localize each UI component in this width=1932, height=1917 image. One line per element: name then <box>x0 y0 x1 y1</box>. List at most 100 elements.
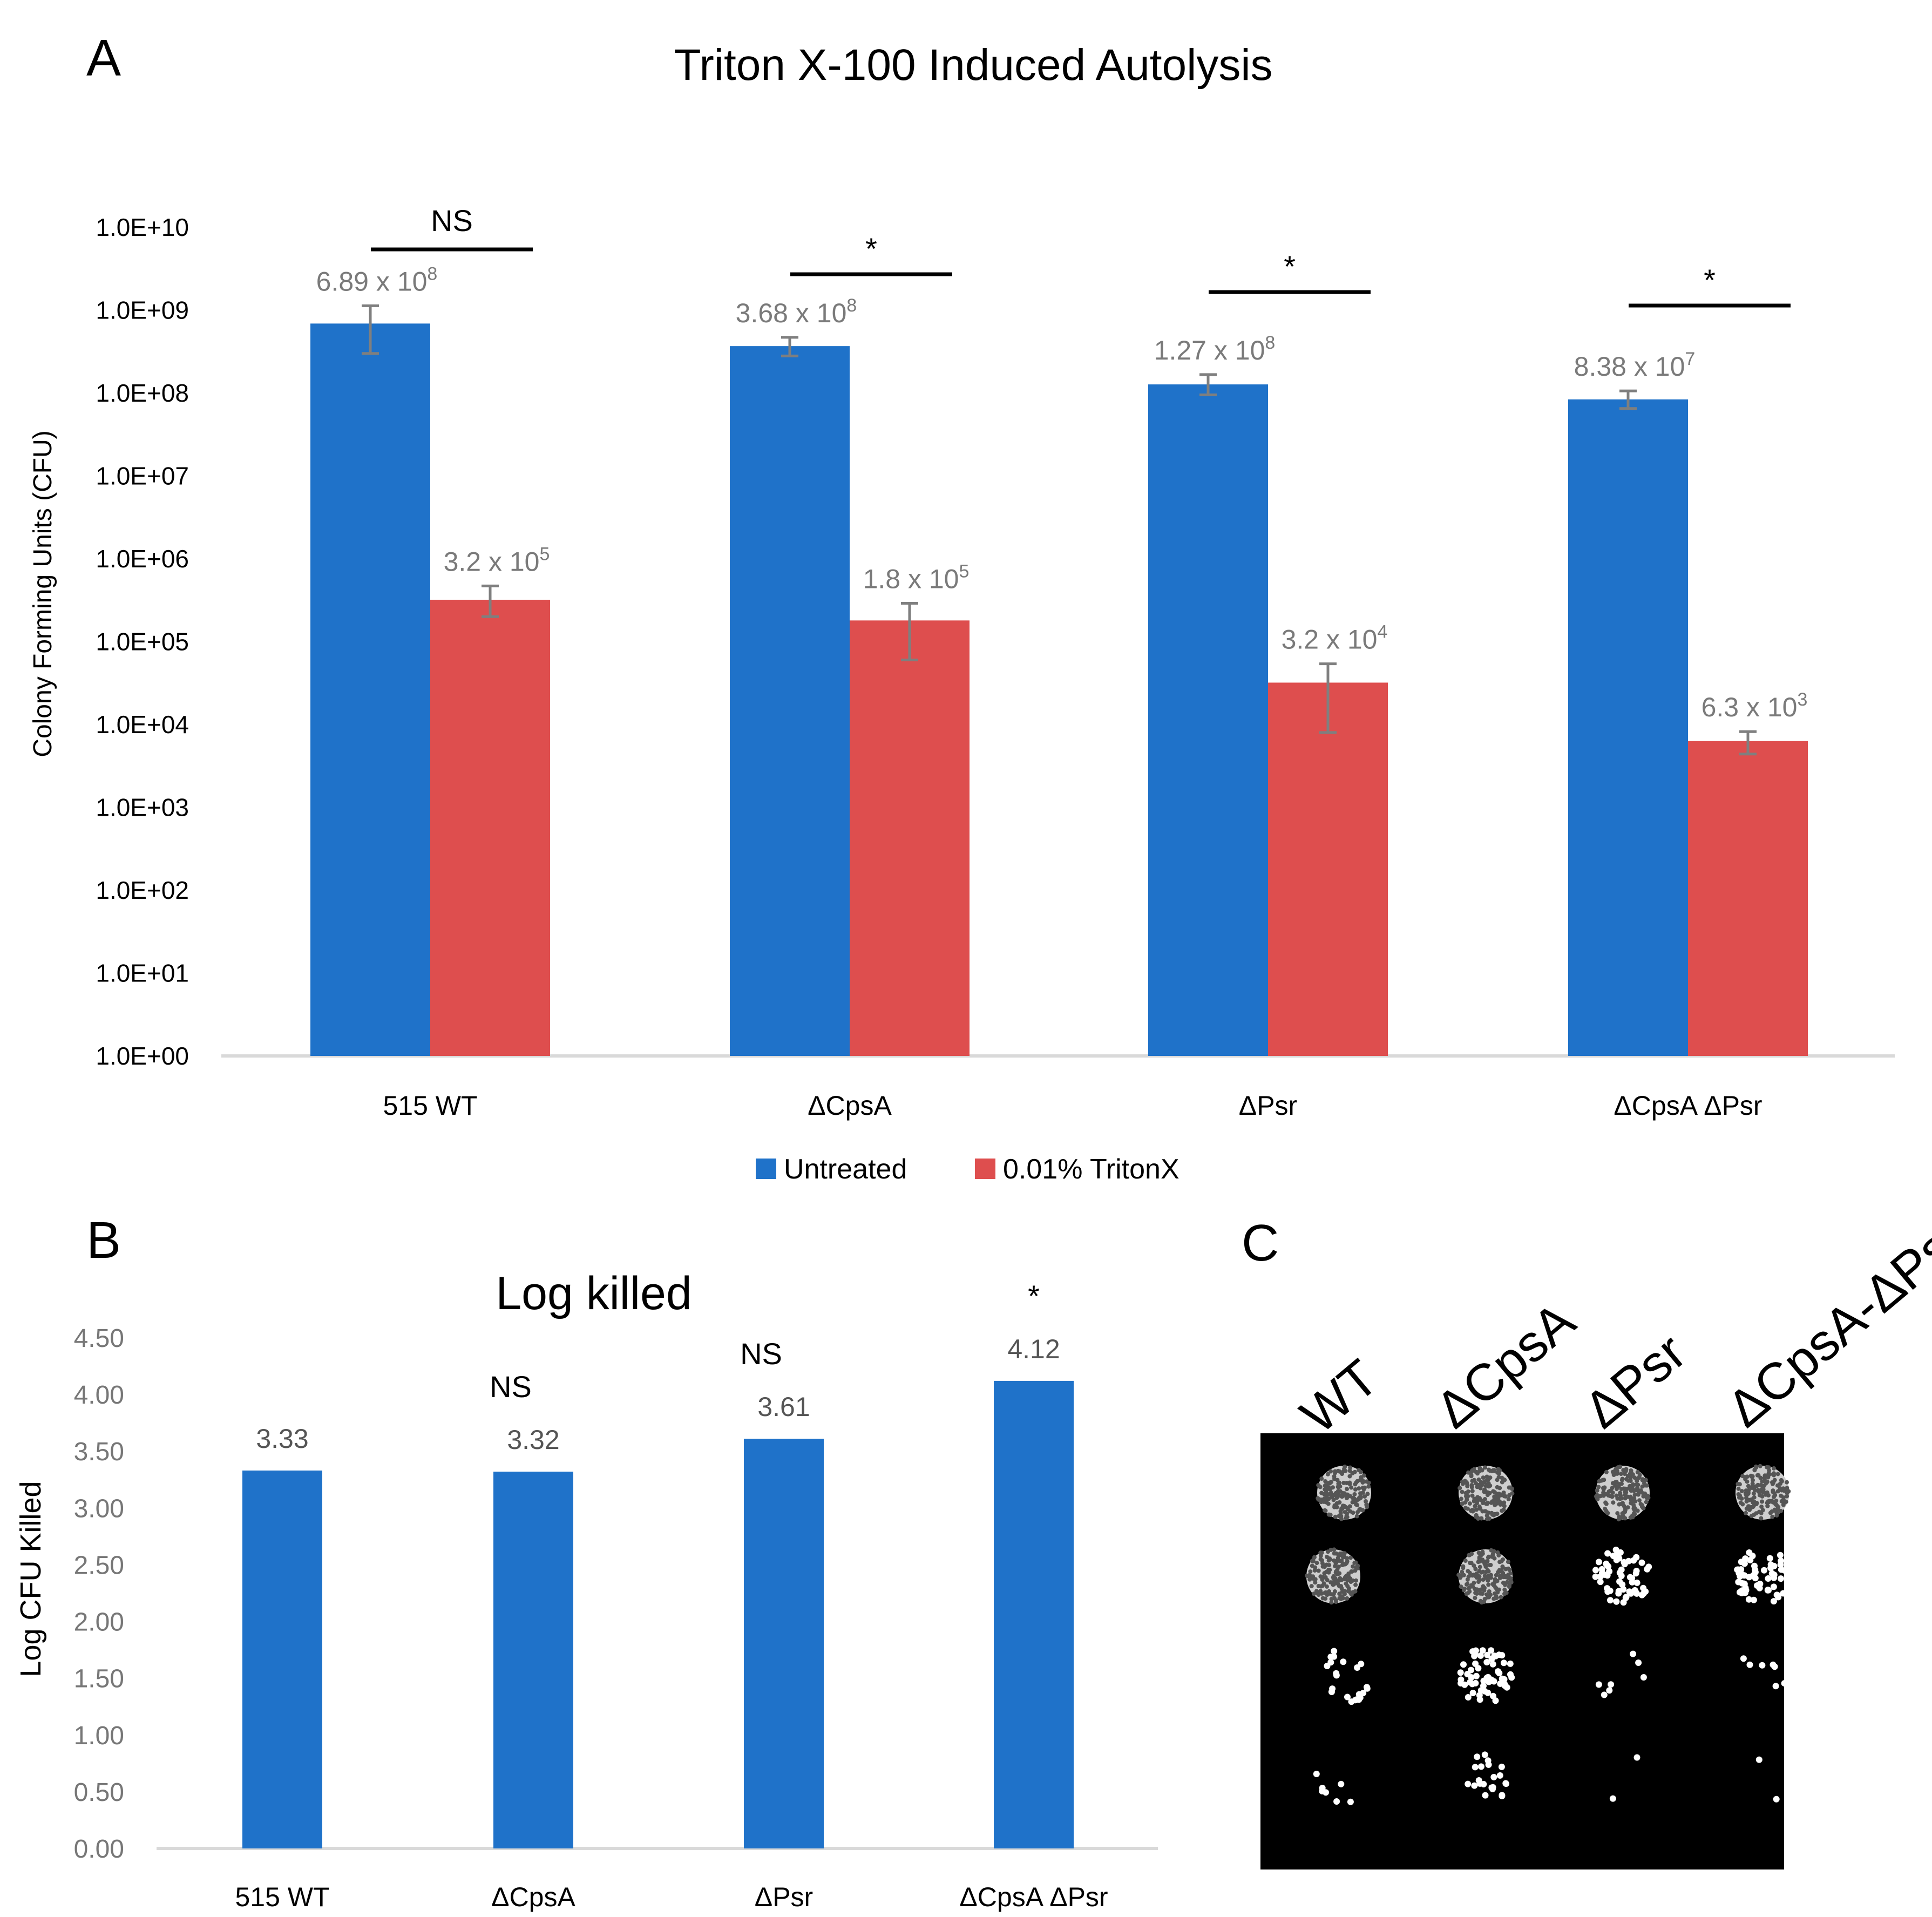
colony <box>1497 1560 1502 1564</box>
colony <box>1506 1560 1510 1564</box>
colony <box>1775 1483 1780 1488</box>
colony <box>1762 1475 1767 1480</box>
colony <box>1508 1576 1513 1581</box>
colony <box>1786 1489 1791 1494</box>
colony <box>1480 1549 1485 1554</box>
colony <box>1759 1516 1764 1521</box>
colony <box>1624 1476 1629 1481</box>
colony <box>1619 1481 1624 1486</box>
colony <box>1755 1488 1760 1493</box>
colony <box>1480 1468 1484 1473</box>
bar-delta-cpsa-delta-psr <box>994 1380 1074 1848</box>
colony <box>1353 1582 1358 1587</box>
colony <box>1628 1590 1635 1597</box>
colony <box>1618 1573 1625 1580</box>
colony <box>1781 1487 1786 1492</box>
colony <box>1326 1512 1331 1517</box>
colony <box>1487 1589 1492 1594</box>
colony <box>1350 1500 1355 1505</box>
panel-c: C WT ΔCpsA ΔPsr ΔCpsA-ΔPsr <box>1242 1207 1932 1869</box>
colony <box>1613 1556 1620 1563</box>
colony <box>1757 1509 1761 1514</box>
colony <box>1751 1505 1755 1509</box>
colony <box>1772 1683 1779 1690</box>
colony <box>1497 1568 1502 1573</box>
colony <box>1464 1591 1469 1596</box>
colony <box>1309 1584 1314 1589</box>
colony <box>1492 1596 1496 1601</box>
colony <box>1474 1507 1479 1512</box>
bar-delta-cpsa <box>493 1472 573 1848</box>
colony <box>1752 1569 1759 1576</box>
colony <box>1645 1563 1652 1570</box>
chart-b-ylabel: Log CFU Killed <box>15 1481 47 1677</box>
y-tick-label: 2.50 <box>74 1551 124 1580</box>
colony <box>1771 1489 1775 1494</box>
colony <box>1333 1514 1338 1519</box>
chart-b-bars <box>242 1380 1074 1848</box>
colony <box>1362 1485 1367 1490</box>
colony <box>1320 1561 1325 1566</box>
colony <box>1497 1486 1502 1491</box>
colony <box>1307 1577 1312 1582</box>
colony <box>1458 1486 1462 1491</box>
colony <box>1490 1773 1497 1780</box>
colony <box>1314 1561 1319 1566</box>
y-tick-label: 3.00 <box>74 1494 124 1523</box>
colony <box>1334 1569 1338 1574</box>
significance-marker: NS <box>740 1337 782 1371</box>
data-label: 4.12 <box>1007 1334 1060 1364</box>
colony <box>1742 1555 1749 1562</box>
colony <box>1337 1480 1341 1485</box>
colony <box>1350 1471 1355 1475</box>
colony <box>1611 1500 1616 1505</box>
colony <box>1362 1494 1367 1499</box>
colony <box>1477 1763 1484 1770</box>
colony <box>1343 1510 1347 1515</box>
colony <box>1343 1464 1347 1469</box>
chart-a-categories: 515 WT ΔCpsA ΔPsr ΔCpsA ΔPsr <box>383 1090 1762 1121</box>
colony <box>1604 1470 1609 1474</box>
colony <box>1492 1549 1496 1554</box>
colony <box>1618 1566 1625 1573</box>
colony <box>1502 1780 1509 1787</box>
colony <box>1469 1473 1474 1478</box>
colony <box>1320 1577 1325 1582</box>
panel-c-letter: C <box>1242 1214 1279 1272</box>
colony <box>1325 1593 1330 1597</box>
chart-a-data-labels: 6.89 x 108 3.2 x 105 3.68 x 108 1.8 x 105 1.… <box>316 263 1808 722</box>
colony <box>1327 1567 1332 1572</box>
colony <box>1357 1468 1361 1473</box>
colony <box>1495 1590 1500 1595</box>
colony <box>1499 1493 1503 1498</box>
colony <box>1465 1581 1470 1586</box>
colony <box>1476 1580 1481 1584</box>
data-label: 3.2 x 105 <box>444 544 550 577</box>
colony <box>1744 1510 1748 1515</box>
colony <box>1474 1591 1479 1596</box>
colony <box>1326 1496 1331 1501</box>
colony <box>1323 1479 1328 1484</box>
colony <box>1365 1492 1370 1496</box>
colony <box>1360 1491 1365 1495</box>
colony <box>1468 1561 1472 1566</box>
plate-spots <box>1305 1464 1791 1805</box>
colony <box>1746 1492 1751 1496</box>
colony <box>1633 1590 1640 1597</box>
colony <box>1606 1587 1614 1594</box>
colony <box>1775 1510 1780 1515</box>
colony <box>1470 1489 1475 1493</box>
colony <box>1772 1473 1776 1478</box>
colony <box>1466 1489 1470 1494</box>
colony <box>1751 1478 1755 1482</box>
colony <box>1749 1553 1756 1560</box>
colony <box>1340 1472 1345 1476</box>
colony <box>1759 1505 1764 1509</box>
y-tick-label: 2.00 <box>74 1608 124 1637</box>
colony <box>1766 1555 1773 1562</box>
colony <box>1619 1472 1623 1476</box>
colony <box>1477 1564 1482 1569</box>
colony <box>1336 1485 1340 1489</box>
colony <box>1467 1501 1472 1506</box>
colony <box>1770 1509 1774 1514</box>
